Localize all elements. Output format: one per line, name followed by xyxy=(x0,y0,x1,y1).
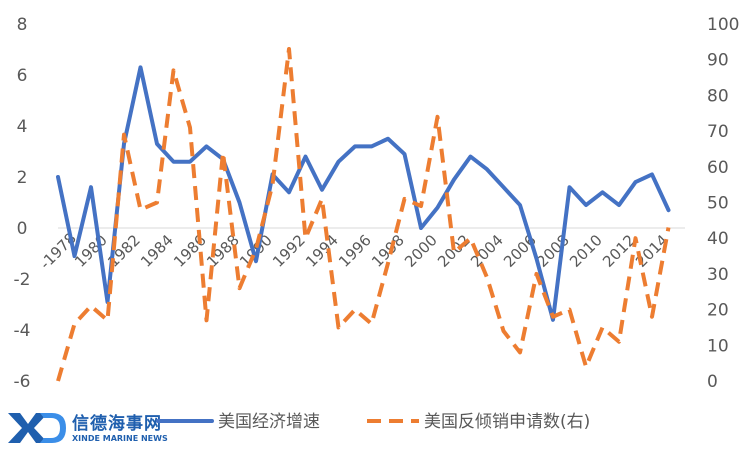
x-tick-label: 2010 xyxy=(566,231,606,271)
x-tick-label: 1996 xyxy=(335,231,375,271)
left-y-tick-label: 8 xyxy=(17,15,28,35)
x-tick-label: 1992 xyxy=(269,231,309,271)
right-y-tick-label: 70 xyxy=(707,122,729,142)
left-y-tick-label: 2 xyxy=(17,168,28,188)
x-axis: -197819801982198419861988199019921994199… xyxy=(36,229,672,273)
right-y-tick-label: 20 xyxy=(707,301,729,321)
right-y-tick-label: 100 xyxy=(707,15,739,35)
right-y-tick-label: 0 xyxy=(707,372,718,392)
left-y-axis: 8 6 4 2 0 -2 -4 -6 xyxy=(14,15,31,392)
x-tick-label: 1984 xyxy=(137,231,177,271)
right-y-tick-label: 50 xyxy=(707,194,729,214)
right-y-tick-label: 40 xyxy=(707,229,729,249)
x-tick-label: 2004 xyxy=(467,231,507,271)
series-line-gdp-growth xyxy=(56,65,671,322)
series-line-antidumping xyxy=(56,46,671,382)
right-y-tick-label: 90 xyxy=(707,51,729,71)
watermark-logo: 信德海事网 XINDE MARINE NEWS xyxy=(8,413,168,443)
legend-label-gdp: 美国经济增速 xyxy=(218,412,320,432)
right-y-tick-label: 30 xyxy=(707,265,729,285)
watermark-brand: 信德海事网 xyxy=(72,413,162,434)
legend-label-antidumping: 美国反倾销申请数(右) xyxy=(424,412,590,432)
left-y-tick-label: 0 xyxy=(17,219,28,239)
right-y-tick-label: 80 xyxy=(707,86,729,106)
watermark-subtitle: XINDE MARINE NEWS xyxy=(72,434,168,443)
xd-logo-icon xyxy=(8,413,66,443)
right-y-tick-label: 60 xyxy=(707,158,729,178)
left-y-tick-label: -4 xyxy=(14,321,31,341)
left-y-tick-label: 6 xyxy=(17,66,28,86)
left-y-tick-label: 4 xyxy=(17,117,28,137)
left-y-tick-label: -6 xyxy=(14,372,31,392)
x-tick-label: 1994 xyxy=(302,231,342,271)
x-tick-label: 2000 xyxy=(401,231,441,271)
x-tick-label: 1986 xyxy=(170,231,210,271)
right-y-tick-label: 10 xyxy=(707,336,729,356)
left-y-tick-label: -2 xyxy=(14,270,31,290)
legend: 美国经济增速 美国反倾销申请数(右) xyxy=(156,412,590,432)
series-layer xyxy=(56,46,671,382)
